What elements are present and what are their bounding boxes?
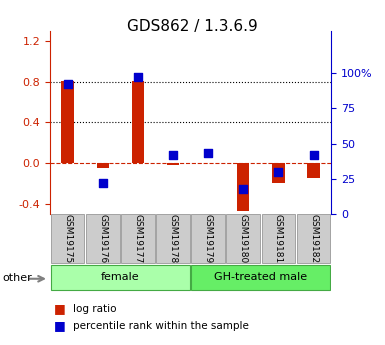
Bar xyxy=(132,81,144,163)
Point xyxy=(170,152,176,158)
Point xyxy=(310,152,316,158)
Text: ■: ■ xyxy=(54,302,66,315)
Text: GH-treated male: GH-treated male xyxy=(214,272,307,282)
Bar xyxy=(51,214,84,264)
Text: log ratio: log ratio xyxy=(73,304,117,314)
Point xyxy=(135,75,141,80)
Text: GDS862 / 1.3.6.9: GDS862 / 1.3.6.9 xyxy=(127,19,258,34)
Text: female: female xyxy=(101,272,140,282)
Bar xyxy=(51,265,190,290)
Point xyxy=(65,82,71,87)
Bar xyxy=(261,214,295,264)
Bar xyxy=(97,163,109,168)
Bar xyxy=(86,214,120,264)
Text: other: other xyxy=(2,274,32,283)
Text: percentile rank within the sample: percentile rank within the sample xyxy=(73,321,249,331)
Bar xyxy=(167,163,179,165)
Text: GSM19178: GSM19178 xyxy=(169,214,177,264)
Bar xyxy=(307,163,320,178)
Text: GSM19181: GSM19181 xyxy=(274,214,283,264)
Bar xyxy=(191,265,330,290)
Text: GSM19177: GSM19177 xyxy=(133,214,142,264)
Bar xyxy=(191,214,225,264)
Text: GSM19182: GSM19182 xyxy=(309,214,318,264)
Text: GSM19179: GSM19179 xyxy=(204,214,213,264)
Bar xyxy=(121,214,155,264)
Bar xyxy=(226,214,260,264)
Point xyxy=(240,186,246,191)
Bar xyxy=(62,81,74,163)
Bar xyxy=(272,163,285,184)
Bar xyxy=(156,214,190,264)
Point xyxy=(100,180,106,186)
Point xyxy=(275,169,281,175)
Text: GSM19180: GSM19180 xyxy=(239,214,248,264)
Point xyxy=(205,151,211,156)
Text: ■: ■ xyxy=(54,319,66,333)
Text: GSM19176: GSM19176 xyxy=(98,214,107,264)
Bar xyxy=(297,214,330,264)
Text: GSM19175: GSM19175 xyxy=(63,214,72,264)
Bar xyxy=(237,163,249,211)
